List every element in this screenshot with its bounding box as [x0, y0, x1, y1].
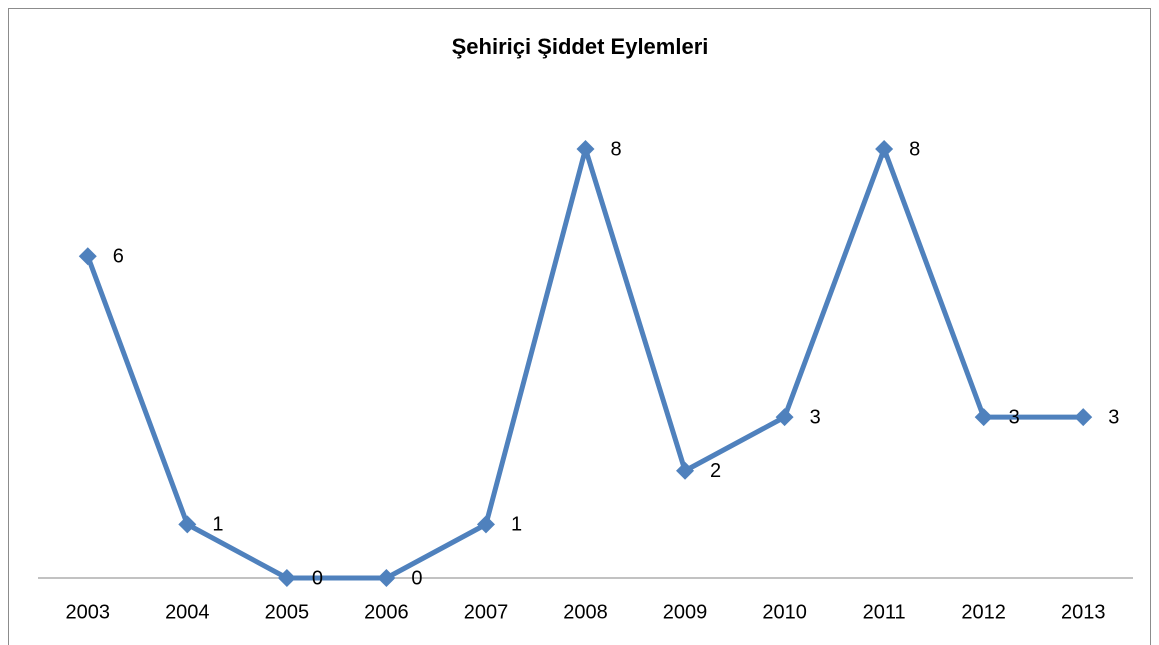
x-tick-label: 2010: [762, 601, 807, 623]
data-label: 3: [1009, 406, 1020, 428]
x-tick-label: 2008: [563, 601, 608, 623]
data-label: 0: [312, 567, 323, 589]
data-marker: [676, 461, 695, 480]
data-marker: [576, 140, 595, 158]
data-marker: [476, 515, 495, 534]
data-label: 6: [113, 246, 124, 268]
chart-title: Şehiriçi Şiddet Eylemleri: [452, 34, 709, 59]
data-label: 3: [1108, 406, 1119, 428]
data-marker: [875, 140, 894, 158]
x-tick-label: 2004: [165, 601, 210, 623]
data-marker: [775, 408, 794, 427]
x-tick-label: 2007: [464, 601, 509, 623]
chart-frame: [8, 8, 1151, 645]
x-tick-label: 2011: [863, 601, 906, 623]
data-marker: [974, 408, 993, 427]
data-label: 1: [511, 514, 522, 536]
x-tick-label: 2005: [265, 601, 310, 623]
data-marker: [377, 569, 396, 587]
x-tick-label: 2013: [1061, 601, 1106, 623]
data-label: 8: [909, 138, 920, 160]
x-tick-label: 2012: [961, 601, 1006, 623]
data-marker: [1074, 408, 1093, 427]
x-tick-label: 2009: [663, 601, 708, 623]
data-label: 0: [411, 567, 422, 589]
x-tick-label: 2006: [364, 601, 409, 623]
data-label: 1: [212, 514, 223, 536]
data-label: 2: [710, 460, 721, 482]
data-marker: [277, 569, 296, 587]
x-tick-label: 2003: [66, 601, 111, 623]
data-marker: [78, 247, 97, 266]
data-marker: [178, 515, 197, 534]
data-label: 3: [810, 406, 821, 428]
data-label: 8: [611, 138, 622, 160]
